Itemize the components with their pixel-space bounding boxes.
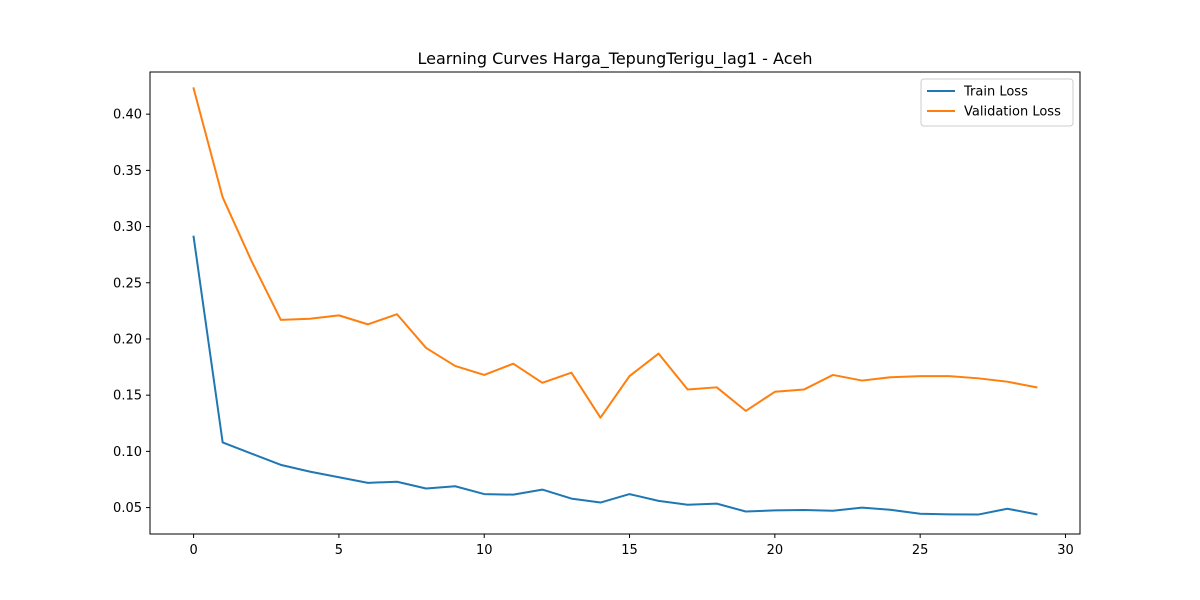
- x-tick-label: 15: [621, 543, 638, 558]
- series-line-train-loss: [192, 235, 1038, 516]
- legend-box: [920, 78, 1074, 127]
- x-tick-label: 5: [335, 543, 343, 558]
- y-tick-label: 0.05: [113, 501, 142, 516]
- y-tick-label: 0.15: [113, 389, 142, 404]
- chart-title: Learning Curves Harga_TepungTerigu_lag1 …: [418, 49, 813, 69]
- x-tick-label: 0: [189, 543, 197, 558]
- y-tick-label: 0.20: [113, 332, 142, 347]
- x-tick-label: 10: [476, 543, 493, 558]
- y-tick-label: 0.30: [113, 220, 142, 235]
- legend: Train Loss Validation Loss: [920, 78, 1074, 127]
- series-line-validation-loss: [192, 87, 1038, 419]
- axes-frame: [149, 71, 1081, 535]
- y-tick-label: 0.25: [113, 276, 142, 291]
- legend-label: Train Loss: [963, 85, 1028, 100]
- y-tick-label: 0.10: [113, 445, 142, 460]
- legend-label: Validation Loss: [964, 105, 1061, 120]
- y-tick-label: 0.40: [113, 108, 142, 123]
- plot-area: 0.05 0.10 0.15 0.20 0.25 0.30 0.35 0.40 0 5 10 15 2…: [113, 71, 1081, 558]
- y-tick-label: 0.35: [113, 164, 142, 179]
- x-tick-label: 30: [1057, 543, 1074, 558]
- x-tick-label: 20: [767, 543, 784, 558]
- y-axis: 0.05 0.10 0.15 0.20 0.25 0.30 0.35 0.40: [113, 108, 150, 516]
- x-tick-label: 25: [912, 543, 929, 558]
- series-group: [192, 87, 1038, 516]
- x-axis: 0 5 10 15 20 25 30: [189, 534, 1074, 558]
